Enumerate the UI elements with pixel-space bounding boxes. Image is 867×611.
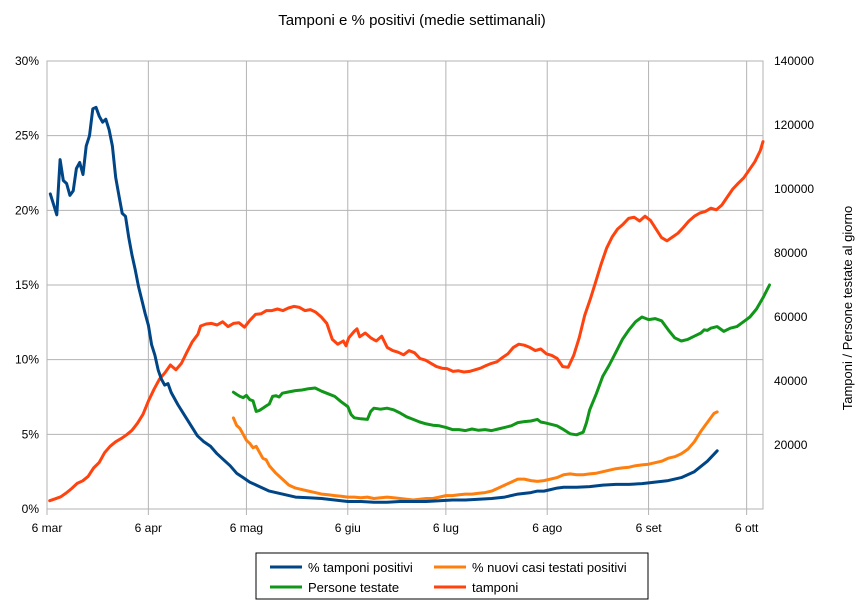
x-tick-label: 6 mar [32, 521, 63, 535]
x-tick-label: 6 ago [532, 521, 562, 535]
left-tick-label: 20% [15, 203, 39, 217]
right-tick-label: 40000 [774, 374, 808, 388]
right-tick-label: 120000 [774, 118, 814, 132]
x-tick-label: 6 set [636, 521, 663, 535]
left-tick-label: 30% [15, 54, 39, 68]
x-tick-label: 6 apr [135, 521, 162, 535]
series-layer [48, 105, 771, 504]
series-line--tamponi-positivi [48, 105, 719, 504]
legend: % tamponi positivi % nuovi casi testati p… [255, 552, 649, 600]
right-tick-label: 140000 [774, 54, 814, 68]
right-tick-label: 100000 [774, 182, 814, 196]
right-axis-label: Tamponi / Persone testate al giorno [840, 206, 855, 411]
right-tick-label: 20000 [774, 438, 808, 452]
x-tick-label: 6 ott [735, 521, 759, 535]
legend-label: Persone testate [308, 580, 399, 595]
legend-label: tamponi [472, 580, 518, 595]
chart-title: Tamponi e % positivi (medie settimanali) [278, 12, 546, 29]
left-tick-label: 0% [22, 502, 40, 516]
legend-box [255, 552, 649, 600]
x-tick-label: 6 lug [433, 521, 459, 535]
left-tick-label: 5% [22, 427, 40, 441]
legend-label: % tamponi positivi [308, 560, 413, 575]
series-line-tamponi [48, 140, 765, 503]
x-tick-label: 6 giu [335, 521, 361, 535]
right-tick-label: 60000 [774, 310, 808, 324]
x-axis-ticks: 6 mar 6 apr 6 mag 6 giu 6 lug 6 ago 6 set 6 ott [32, 521, 759, 535]
left-tick-label: 10% [15, 353, 39, 367]
series-line-persone-testate [231, 283, 771, 437]
grid [46, 60, 763, 515]
right-axis-ticks: 20000 40000 60000 80000 100000 120000 140000 [774, 54, 814, 452]
left-axis-ticks: 0% 5% 10% 15% 20% 25% 30% [15, 54, 39, 516]
left-tick-label: 15% [15, 278, 39, 292]
series-line--nuovi-casi-testati-positivi [231, 410, 719, 502]
legend-label: % nuovi casi testati positivi [472, 560, 627, 575]
right-tick-label: 80000 [774, 246, 808, 260]
left-tick-label: 25% [15, 129, 39, 143]
x-tick-label: 6 mag [230, 521, 263, 535]
